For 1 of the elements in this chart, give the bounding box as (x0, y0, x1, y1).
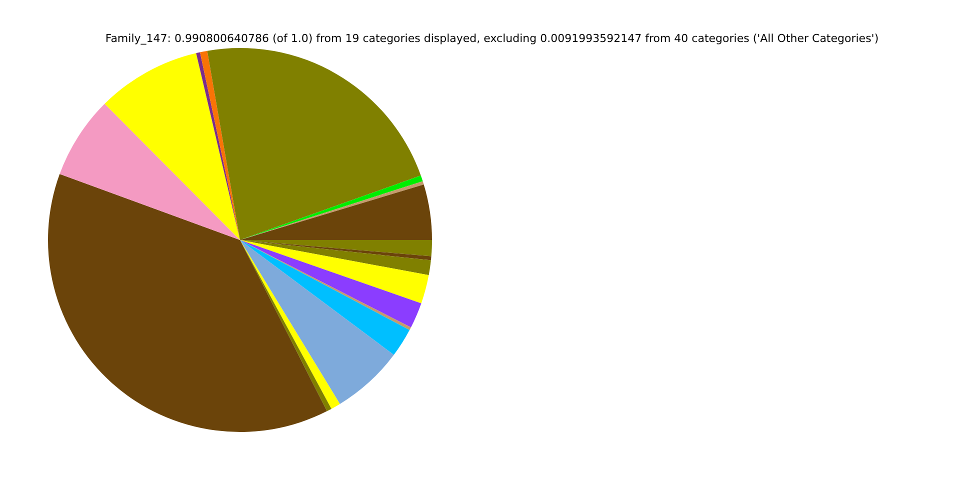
text: Family_147: 0.990800640786 (of 1.0) from 19 categories displayed, excluding 0.0091993592147 from 40 categories ('All Other Categories') (105, 32, 879, 45)
